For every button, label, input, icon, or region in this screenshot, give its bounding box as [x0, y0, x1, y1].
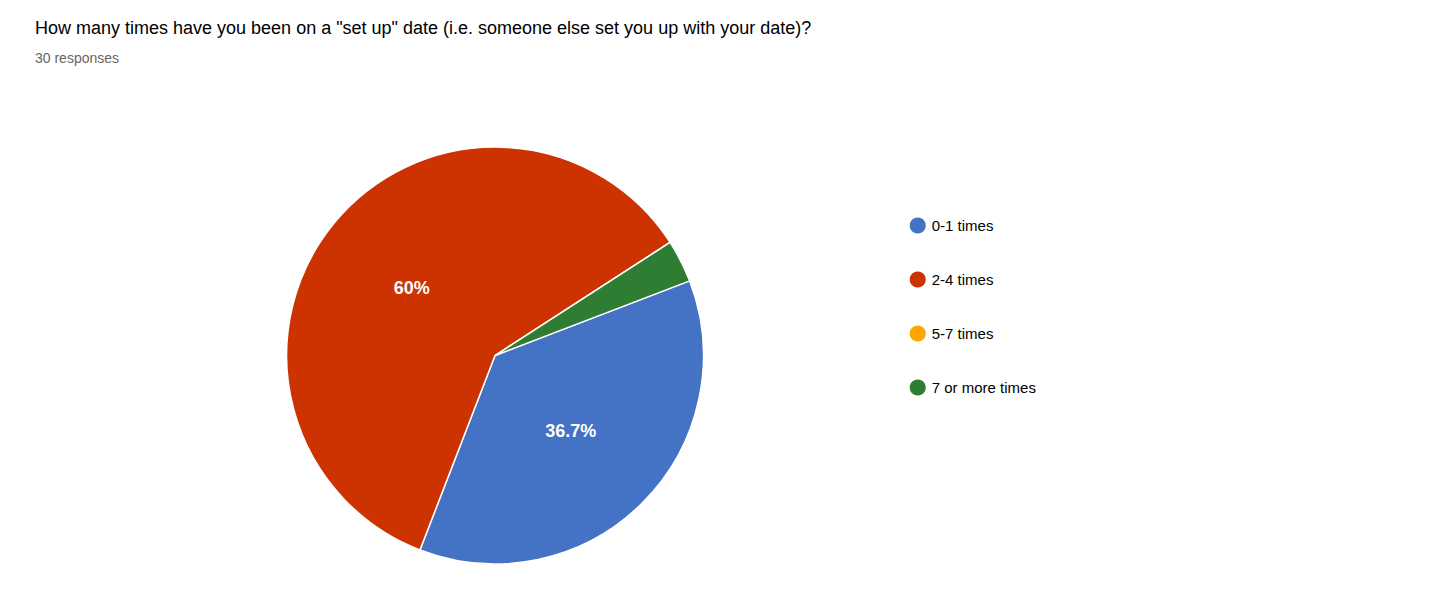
svg-text:0-1 times: 0-1 times [932, 217, 994, 234]
svg-text:2-4 times: 2-4 times [932, 271, 994, 288]
svg-text:5-7 times: 5-7 times [932, 325, 994, 342]
svg-text:36.7%: 36.7% [545, 421, 596, 441]
svg-text:7 or more times: 7 or more times [932, 379, 1036, 396]
svg-text:60%: 60% [394, 278, 430, 298]
svg-text:30 responses: 30 responses [35, 50, 119, 66]
svg-text:How many times have you been o: How many times have you been on a "set u… [35, 18, 811, 38]
